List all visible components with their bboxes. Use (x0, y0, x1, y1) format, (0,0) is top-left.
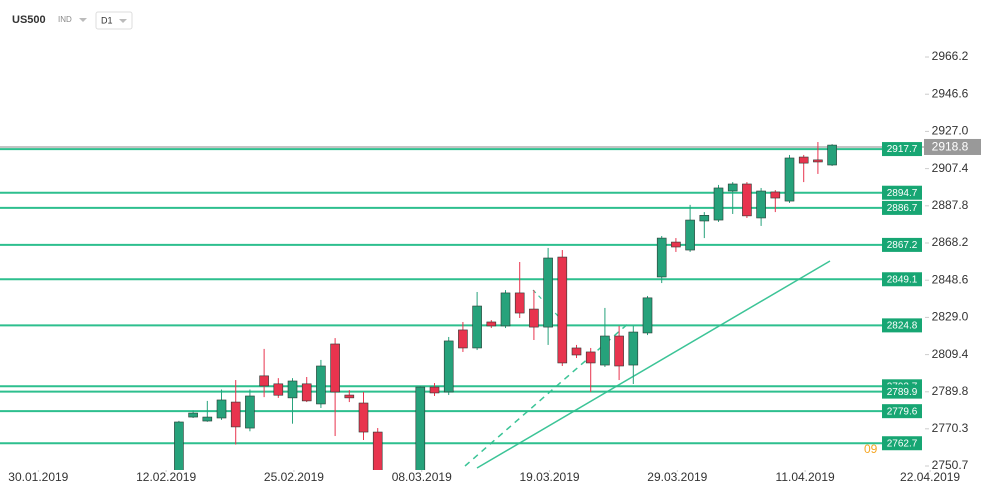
y-tick-label: 2927.0 (932, 124, 969, 138)
current-price-box (924, 138, 981, 155)
level-label-box (882, 142, 922, 157)
levels: 2917.72894.72886.72867.22849.12824.82792… (0, 138, 981, 456)
level-label: 2867.2 (887, 240, 918, 251)
level-label: 2894.7 (887, 188, 918, 199)
y-tick-label: 2966.2 (932, 49, 969, 63)
level-label: 2886.7 (887, 203, 918, 214)
timeframe[interactable]: D1 (101, 15, 113, 25)
timeframe-box[interactable] (95, 11, 133, 30)
candle-body (358, 402, 369, 433)
candle-body (486, 321, 497, 327)
y-tick-label: 2848.6 (932, 272, 969, 286)
header: US500 IND D1 (12, 11, 133, 30)
dropdown-arrow[interactable] (119, 19, 127, 23)
candle-body (557, 256, 568, 364)
candle-body (372, 431, 383, 470)
candle-body (770, 191, 781, 199)
candle-body (784, 157, 795, 202)
candle-body (174, 421, 184, 470)
level-label-box (882, 404, 922, 419)
candle-body (600, 335, 610, 366)
axes: 2966.2 2946.6 2927.0 2907.4 2887.8 2868.2 2848… (8, 49, 968, 484)
trendline (476, 260, 831, 469)
symbol: US500 (12, 14, 46, 26)
current-price-label: 2918.8 (932, 140, 969, 154)
level-label: 2779.6 (887, 406, 918, 417)
candle-body (742, 183, 752, 217)
candle-body (656, 237, 667, 278)
level-label: 2849.1 (887, 274, 918, 285)
x-tick-label: 25.02.2019 (264, 470, 324, 484)
y-tick-label: 2809.4 (932, 347, 969, 361)
candle-body (287, 380, 298, 399)
candle-body (415, 386, 426, 470)
y-tick-label: 2946.6 (932, 86, 969, 100)
x-tick-label: 08.03.2019 (392, 470, 452, 484)
candle-body (330, 343, 340, 393)
candle-body (642, 297, 653, 334)
level-label-box (882, 318, 922, 333)
y-tick-label: 2887.8 (932, 198, 969, 212)
candle-body (614, 335, 624, 367)
candle-body (529, 308, 539, 328)
candle-body (671, 241, 681, 248)
candle-body (202, 416, 213, 422)
candle-body (628, 331, 639, 366)
candle-body (316, 365, 326, 405)
trendline-dashed (464, 321, 631, 467)
symbol-type[interactable]: IND (58, 15, 72, 24)
level-label: 2789.9 (887, 387, 918, 398)
level-label-box (882, 272, 922, 287)
candle-body (188, 412, 198, 418)
annotation: 09 (864, 442, 878, 456)
level-label: 2762.7 (887, 438, 918, 449)
candle-body (813, 159, 823, 163)
candle-body (443, 340, 454, 393)
y-tick-label: 2907.4 (932, 161, 969, 175)
y-tick-label: 2770.3 (932, 421, 969, 435)
x-tick-label: 12.02.2019 (136, 470, 196, 484)
candle-body (756, 190, 766, 219)
level-label-box (882, 436, 922, 451)
candle-body (543, 257, 553, 328)
candle-body (458, 329, 468, 349)
dropdown-arrow[interactable] (79, 18, 87, 22)
y-tick-label: 2750.7 (932, 458, 969, 472)
candle-body (727, 183, 738, 192)
candle-body (798, 156, 809, 164)
candle-body (699, 215, 710, 222)
candle-body (216, 399, 227, 419)
y-tick-label: 2868.2 (932, 235, 969, 249)
candle-body (827, 144, 837, 166)
candle-body (259, 375, 269, 387)
candle-body (273, 383, 284, 396)
candle-body (500, 292, 511, 327)
x-tick-label: 22.04.2019 (900, 470, 960, 484)
candle-body (685, 219, 695, 251)
candle-body (245, 395, 255, 429)
candle-body (429, 386, 440, 394)
candles (174, 142, 837, 470)
candle-body (472, 305, 482, 349)
level-label-box (882, 200, 922, 215)
x-tick-label: 11.04.2019 (776, 470, 835, 484)
candle-body (585, 351, 596, 364)
level-label-box (882, 237, 922, 252)
level-label-box (882, 185, 922, 200)
candle-body (344, 394, 355, 399)
x-tick-label: 19.03.2019 (519, 470, 579, 484)
candle-body (713, 187, 724, 221)
x-tick-label: 29.03.2019 (647, 470, 707, 484)
level-label: 2824.8 (887, 321, 918, 332)
level-label-box (882, 384, 922, 399)
y-tick-label: 2829.0 (932, 310, 969, 324)
candle-body (301, 383, 312, 402)
candle-body (230, 401, 241, 428)
x-tick-label: 30.01.2019 (8, 470, 68, 484)
candle-body (514, 292, 525, 314)
level-label: 2917.7 (887, 144, 918, 155)
y-tick-label: 2789.8 (932, 384, 969, 398)
candle-body (571, 347, 582, 356)
